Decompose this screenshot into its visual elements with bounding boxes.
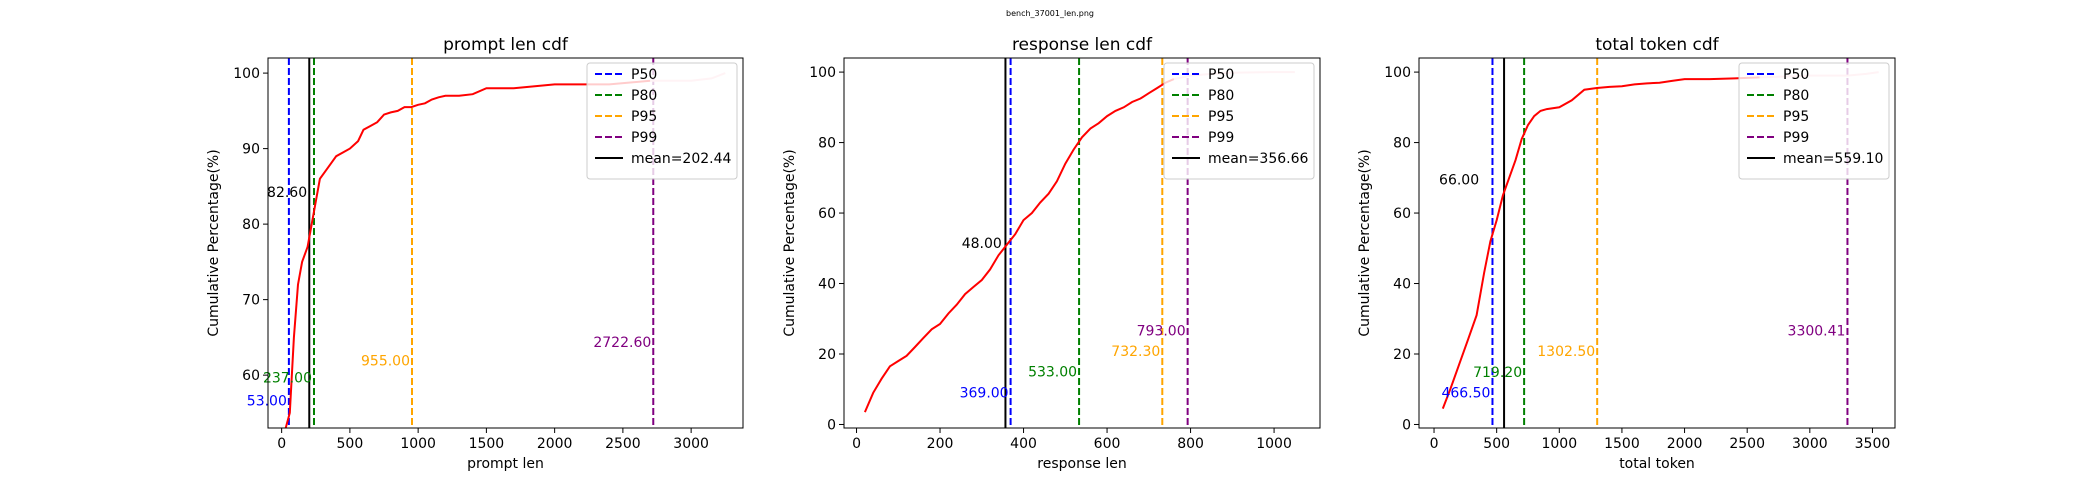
x-tick-label: 2500 xyxy=(605,436,641,452)
legend-label-p50: P50 xyxy=(1208,67,1234,83)
legend: P50 P80 P95 P99 mean=559.10 xyxy=(1738,62,1890,180)
cdf-point-label: 66.00 xyxy=(1439,173,1479,189)
y-tick-label: 80 xyxy=(1393,136,1411,152)
y-tick-label: 80 xyxy=(242,217,260,233)
legend-label-p99: P99 xyxy=(1208,130,1234,146)
axes-frame xyxy=(1418,57,1896,429)
percentile-label-p99: 793.00 xyxy=(1137,323,1186,339)
x-tick-label: 2500 xyxy=(1729,436,1765,452)
legend: P50 P80 P95 P99 mean=202.44 xyxy=(586,62,738,180)
y-tick-label: 100 xyxy=(809,65,836,81)
x-tick-label: 0 xyxy=(852,436,861,452)
x-tick-label: 1500 xyxy=(469,436,505,452)
figure-title: bench_37001_len.png xyxy=(1006,9,1094,18)
legend-label-p99: P99 xyxy=(631,130,657,146)
percentile-label-p99: 3300.41 xyxy=(1788,323,1846,339)
x-tick-label: 2000 xyxy=(1667,436,1703,452)
percentile-label-p50: 369.00 xyxy=(960,386,1009,402)
x-tick-label: 3000 xyxy=(1792,436,1828,452)
legend-box xyxy=(586,62,738,180)
x-tick-label: 0 xyxy=(1430,436,1439,452)
y-tick-label: 90 xyxy=(242,142,260,158)
legend-label-mean: mean=559.10 xyxy=(1783,151,1883,167)
y-tick-label: 100 xyxy=(1384,65,1411,81)
y-axis-label: Cumulative Percentage(%) xyxy=(206,149,222,336)
cdf-line-1 xyxy=(1441,76,1760,409)
y-tick-label: 0 xyxy=(1402,417,1411,433)
legend-label-mean: mean=356.66 xyxy=(1208,151,1309,167)
legend-label-p95: P95 xyxy=(631,109,657,125)
chart-title: response len cdf xyxy=(1012,35,1153,55)
legend-label-p80: P80 xyxy=(1208,88,1234,104)
legend-label-mean: mean=202.44 xyxy=(631,151,732,167)
cdf-point-label: 48.00 xyxy=(962,236,1002,252)
legend-label-p50: P50 xyxy=(631,67,657,83)
legend-box xyxy=(1163,62,1315,180)
percentile-label-p80: 719.20 xyxy=(1473,365,1522,381)
x-tick-label: 1500 xyxy=(1604,436,1640,452)
y-tick-label: 0 xyxy=(827,417,836,433)
x-tick-label: 500 xyxy=(1483,436,1510,452)
chart-title: total token cdf xyxy=(1595,35,1719,55)
y-tick-label: 20 xyxy=(818,347,836,363)
legend-label-p95: P95 xyxy=(1208,109,1234,125)
x-tick-label: 600 xyxy=(1094,436,1121,452)
y-tick-label: 60 xyxy=(1393,206,1411,222)
x-tick-label: 800 xyxy=(1177,436,1204,452)
y-tick-label: 80 xyxy=(818,136,836,152)
x-axis-label: response len xyxy=(1037,456,1126,472)
cdf-line-1 xyxy=(284,79,651,428)
x-tick-label: 3000 xyxy=(673,436,709,452)
x-tick-label: 2000 xyxy=(537,436,573,452)
y-axis-label: Cumulative Percentage(%) xyxy=(1357,149,1373,336)
percentile-label-p99: 2722.60 xyxy=(593,335,651,351)
percentile-label-p50: 53.00 xyxy=(247,393,287,409)
percentile-label-p80: 533.00 xyxy=(1028,365,1077,381)
legend: P50 P80 P95 P99 mean=356.66 xyxy=(1163,62,1315,180)
x-tick-label: 0 xyxy=(277,436,286,452)
legend-label-p99: P99 xyxy=(1783,130,1809,146)
percentile-label-p95: 732.30 xyxy=(1111,344,1160,360)
percentile-label-p50: 466.50 xyxy=(1441,385,1490,401)
y-axis-label: Cumulative Percentage(%) xyxy=(782,149,798,336)
x-tick-label: 400 xyxy=(1010,436,1037,452)
y-tick-label: 40 xyxy=(818,277,836,293)
x-tick-label: 500 xyxy=(337,436,364,452)
legend-label-p50: P50 xyxy=(1783,67,1809,83)
legend-label-p95: P95 xyxy=(1783,109,1809,125)
legend-box xyxy=(1738,62,1890,180)
cdf-line-1 xyxy=(863,78,1175,413)
y-tick-label: 60 xyxy=(818,206,836,222)
x-axis-label: prompt len xyxy=(467,456,544,472)
legend-label-p80: P80 xyxy=(631,88,657,104)
axes-frame xyxy=(843,57,1321,429)
axes-frame xyxy=(267,57,744,429)
y-tick-label: 100 xyxy=(233,66,260,82)
y-tick-label: 40 xyxy=(1393,277,1411,293)
y-tick-label: 20 xyxy=(1393,347,1411,363)
percentile-label-p95: 955.00 xyxy=(361,353,410,369)
x-tick-label: 200 xyxy=(927,436,954,452)
cdf-point-label: 82.60 xyxy=(267,185,307,201)
y-tick-label: 70 xyxy=(242,293,260,309)
percentile-label-p95: 1302.50 xyxy=(1537,344,1595,360)
x-tick-label: 3500 xyxy=(1855,436,1891,452)
legend-label-p80: P80 xyxy=(1783,88,1809,104)
x-tick-label: 1000 xyxy=(400,436,436,452)
x-tick-label: 1000 xyxy=(1256,436,1292,452)
percentile-label-p80: 237.00 xyxy=(263,371,312,387)
x-axis-label: total token xyxy=(1619,456,1695,472)
x-tick-label: 1000 xyxy=(1541,436,1577,452)
chart-panel-1: 53.00 237.00 955.00 2722.60 82.60 0 500 1000 150… xyxy=(206,35,744,472)
y-tick-label: 60 xyxy=(242,368,260,384)
chart-title: prompt len cdf xyxy=(443,35,569,55)
